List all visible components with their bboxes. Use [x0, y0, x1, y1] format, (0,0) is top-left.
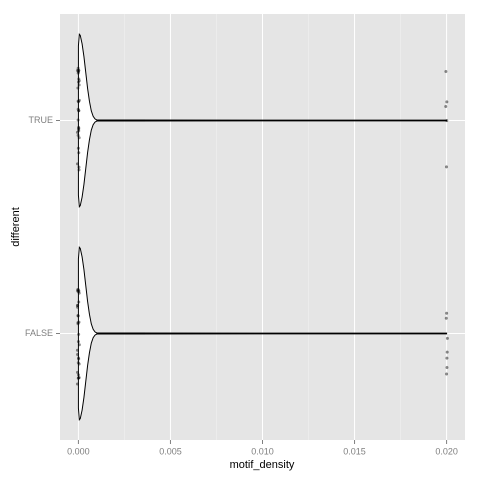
- point: [77, 376, 81, 380]
- point: [77, 300, 81, 304]
- point: [445, 100, 449, 104]
- point: [76, 304, 80, 308]
- point: [76, 376, 80, 380]
- point: [76, 305, 80, 309]
- point: [76, 322, 80, 326]
- point: [77, 343, 81, 347]
- y-axis-title: different: [10, 207, 22, 247]
- x-tick-label: 0.000: [67, 446, 90, 456]
- point: [76, 373, 80, 377]
- point: [75, 348, 79, 352]
- point: [76, 66, 80, 70]
- point: [76, 288, 80, 292]
- x-axis-title: motif_density: [230, 459, 295, 471]
- point: [77, 127, 81, 131]
- point: [77, 125, 81, 129]
- point: [77, 151, 81, 155]
- point: [77, 320, 81, 324]
- point: [77, 165, 81, 169]
- point: [76, 86, 80, 90]
- point: [76, 289, 80, 293]
- point: [76, 353, 80, 357]
- point: [444, 165, 448, 169]
- point: [76, 146, 80, 150]
- point: [444, 105, 448, 109]
- point: [77, 362, 81, 366]
- point: [445, 356, 449, 360]
- x-tick-label: 0.010: [251, 446, 274, 456]
- point: [75, 162, 79, 166]
- point: [76, 288, 80, 292]
- point: [77, 98, 81, 102]
- point: [76, 133, 80, 137]
- point: [75, 130, 79, 134]
- point: [76, 99, 80, 103]
- point: [445, 372, 449, 376]
- point: [77, 129, 81, 133]
- point: [445, 336, 449, 340]
- point: [77, 136, 81, 140]
- point: [77, 80, 81, 84]
- point: [75, 382, 79, 386]
- point: [445, 350, 449, 354]
- x-tick-label: 0.005: [159, 446, 182, 456]
- point: [445, 365, 449, 369]
- point: [76, 71, 80, 75]
- point: [444, 316, 448, 320]
- point: [445, 311, 449, 315]
- point: [444, 70, 448, 74]
- point: [77, 168, 81, 172]
- x-tick-label: 0.015: [343, 446, 366, 456]
- point: [77, 109, 81, 113]
- point: [445, 119, 449, 123]
- point: [77, 83, 81, 87]
- point: [77, 79, 81, 83]
- point: [77, 69, 81, 73]
- point: [77, 77, 81, 81]
- violin: [77, 32, 448, 208]
- point: [77, 126, 81, 130]
- point: [77, 376, 81, 380]
- y-tick-label: FALSE: [25, 328, 53, 338]
- point: [76, 340, 80, 344]
- point: [77, 100, 81, 104]
- y-tick-label: TRUE: [29, 115, 54, 125]
- point: [77, 291, 81, 295]
- violin: [77, 246, 448, 421]
- x-tick-label: 0.020: [435, 446, 458, 456]
- point: [76, 313, 80, 317]
- point: [76, 303, 80, 307]
- point: [77, 68, 81, 72]
- point: [77, 356, 81, 360]
- point: [76, 70, 80, 74]
- point: [77, 289, 81, 293]
- point: [77, 357, 81, 361]
- point: [76, 107, 80, 111]
- point: [76, 118, 80, 122]
- point: [76, 314, 80, 318]
- point: [77, 109, 81, 113]
- point: [76, 290, 80, 294]
- point: [76, 321, 80, 325]
- point: [75, 69, 79, 73]
- point: [77, 332, 81, 336]
- point: [75, 370, 79, 374]
- point: [76, 361, 80, 365]
